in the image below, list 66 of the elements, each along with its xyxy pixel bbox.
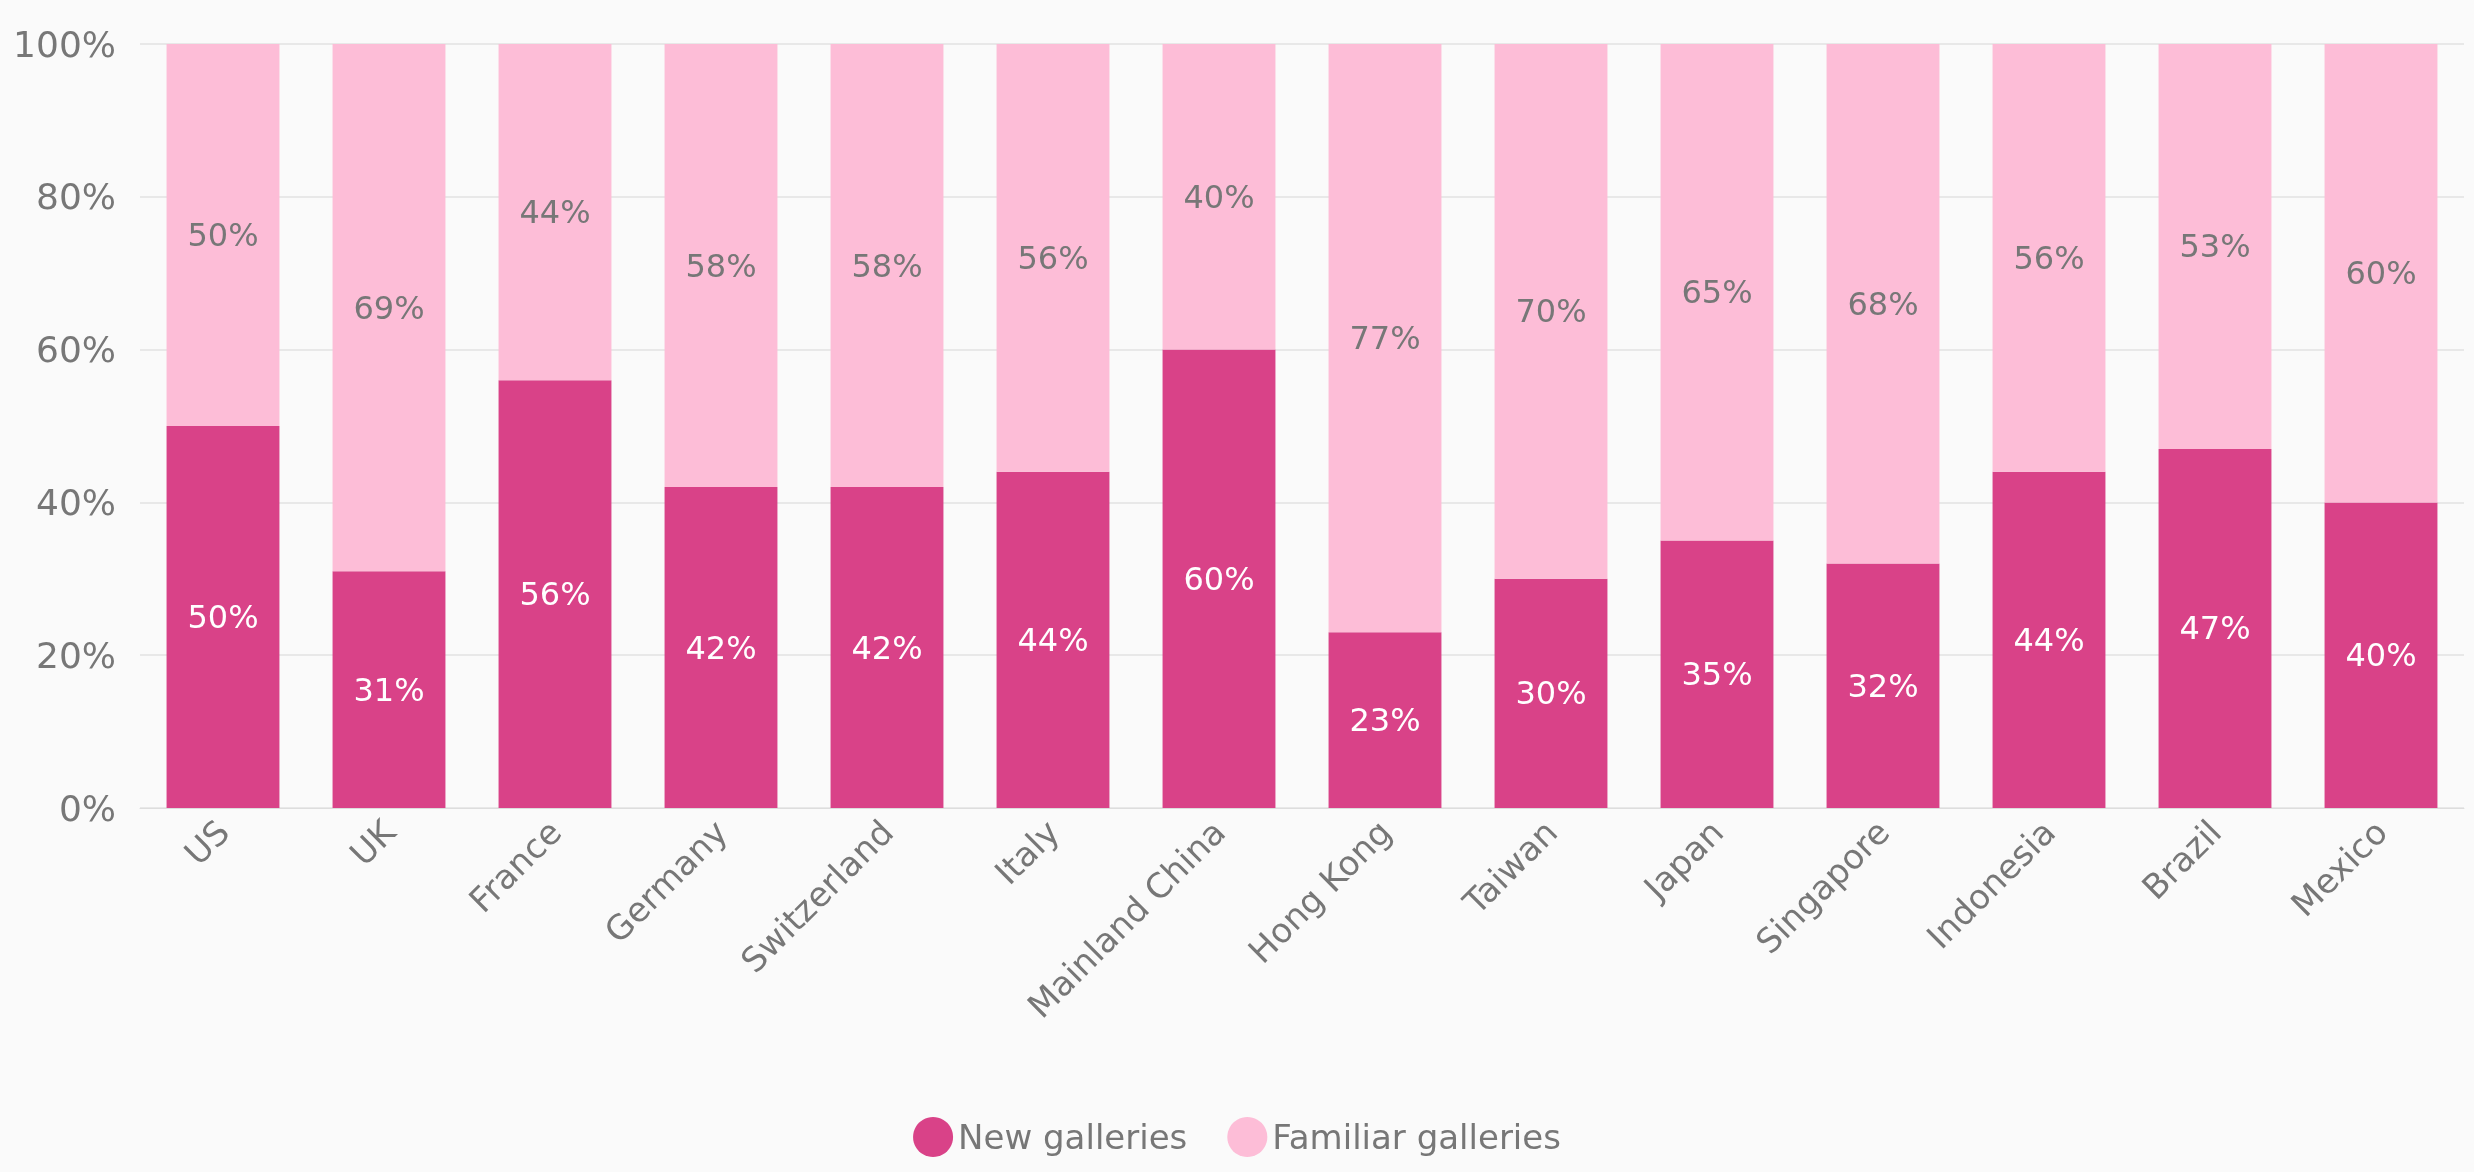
data-label: 30%	[1515, 674, 1587, 713]
y-tick-label: 100%	[13, 23, 116, 65]
data-label: 35%	[1681, 655, 1753, 694]
legend-label: New galleries	[958, 1117, 1188, 1157]
data-label: 44%	[519, 193, 591, 232]
bar	[332, 44, 446, 572]
data-label: 65%	[1681, 273, 1753, 312]
bar	[664, 487, 778, 808]
bar	[2158, 44, 2272, 449]
bar	[166, 44, 280, 426]
data-label: 42%	[685, 628, 757, 667]
data-label: 77%	[1349, 319, 1421, 358]
data-label: 32%	[1847, 666, 1919, 705]
data-label: 56%	[1017, 238, 1089, 277]
bar	[996, 44, 1110, 472]
data-label: 42%	[851, 628, 923, 667]
bar	[1328, 44, 1442, 633]
bar	[498, 380, 612, 808]
data-label: 44%	[1017, 620, 1089, 659]
bar	[2158, 448, 2272, 808]
data-label: 58%	[851, 246, 923, 285]
y-tick-label: 0%	[58, 787, 116, 829]
y-tick-label: 60%	[35, 329, 116, 371]
bar	[996, 471, 1110, 808]
bar	[1992, 44, 2106, 472]
data-label: 53%	[2179, 227, 2251, 266]
bar	[1826, 44, 1940, 564]
x-tick-label: US	[176, 811, 238, 873]
bar	[1494, 578, 1608, 808]
data-label: 31%	[353, 670, 425, 709]
data-label: 40%	[1183, 177, 1255, 216]
bar	[1992, 471, 2106, 808]
bar	[664, 44, 778, 488]
x-tick-label: UK	[341, 811, 404, 874]
data-label: 69%	[353, 288, 425, 327]
data-label: 23%	[1349, 701, 1421, 740]
data-label: 60%	[1183, 559, 1255, 598]
y-tick-label: 80%	[35, 176, 116, 218]
y-tick-label: 40%	[35, 481, 116, 523]
bar	[498, 44, 612, 381]
y-tick-label: 20%	[35, 634, 116, 676]
bar	[1162, 44, 1276, 350]
bar	[1660, 44, 1774, 541]
data-label: 40%	[2345, 636, 2417, 675]
bar	[1162, 349, 1276, 808]
data-label: 70%	[1515, 292, 1587, 331]
bar	[1328, 632, 1442, 808]
data-label: 47%	[2179, 609, 2251, 648]
data-label: 56%	[2013, 238, 2085, 277]
bar	[2324, 44, 2438, 503]
data-label: 56%	[519, 575, 591, 614]
bar	[1826, 563, 1940, 808]
data-label: 44%	[2013, 620, 2085, 659]
bar	[166, 426, 280, 808]
data-label: 50%	[187, 216, 259, 254]
bar	[830, 487, 944, 808]
data-label: 68%	[1847, 284, 1919, 323]
bar	[830, 44, 944, 488]
legend-label: Familiar galleries	[1272, 1117, 1561, 1157]
bar	[1494, 44, 1608, 579]
data-label: 58%	[685, 246, 757, 285]
bar	[332, 571, 446, 808]
data-label: 50%	[187, 598, 259, 636]
bar	[1660, 540, 1774, 808]
data-label: 60%	[2345, 254, 2417, 293]
bar	[2324, 502, 2438, 808]
